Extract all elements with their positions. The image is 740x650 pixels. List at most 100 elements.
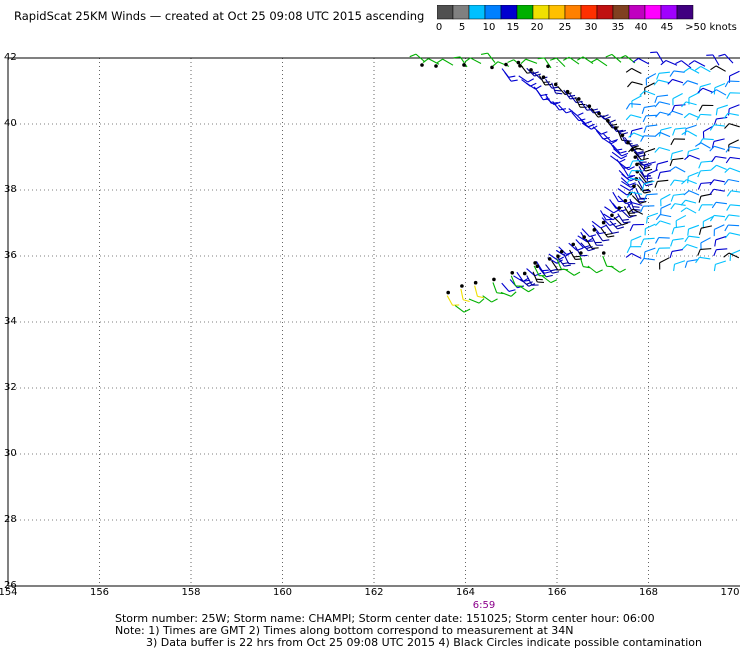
wind-barb-shaft (644, 105, 656, 108)
wind-barb-shaft (728, 224, 740, 227)
wind-barb-shaft (700, 142, 711, 149)
contamination-circle (559, 249, 564, 254)
wind-barb (643, 193, 658, 202)
contamination-circle (626, 140, 630, 145)
wind-barb-feather (557, 256, 565, 261)
wind-barb (592, 126, 608, 135)
wind-barb-feather (508, 289, 516, 292)
longitude-label: 166 (547, 587, 567, 598)
wind-barb (576, 56, 594, 65)
wind-barb-shaft (568, 242, 578, 251)
wind-barb-shaft (687, 80, 699, 85)
wind-barb-shaft (673, 225, 686, 229)
wind-barb-shaft (638, 169, 647, 180)
wind-barb-shaft (687, 259, 699, 262)
wind-barb-feather (706, 54, 714, 56)
wind-barb-feather (726, 190, 732, 197)
wind-barb-shaft (658, 71, 670, 74)
wind-barb-feather (628, 166, 635, 171)
colorbar-tick-label: 5 (458, 22, 466, 33)
wind-barb-shaft (665, 59, 678, 66)
contamination-circle (617, 206, 622, 210)
colorbar-tick-label: 15 (506, 22, 520, 33)
wind-barb-feather (617, 226, 625, 230)
wind-barb-feather (542, 269, 549, 272)
wind-barb-feather (715, 108, 718, 116)
wind-barb-feather (670, 153, 673, 161)
colorbar-swatch (676, 5, 694, 20)
wind-barb-feather (700, 242, 702, 250)
wind-barb (642, 114, 657, 123)
wind-barb-shaft (617, 188, 628, 196)
footer-storm-info: Storm number: 25W; Storm name: CHAMPI; S… (115, 612, 655, 625)
wind-barb (612, 144, 627, 154)
wind-barb-shaft (686, 207, 697, 214)
wind-barb-shaft (557, 256, 565, 267)
contamination-circle (547, 257, 552, 261)
wind-barb-shaft (569, 93, 577, 103)
wind-barb (590, 235, 604, 246)
wind-barb (595, 231, 610, 242)
wind-barb-shaft (694, 60, 706, 67)
wind-barb-feather (602, 239, 610, 242)
wind-barb-feather (623, 221, 631, 224)
wind-barb-feather (526, 281, 533, 285)
contamination-circle (601, 220, 606, 225)
wind-barb-feather (724, 123, 730, 129)
wind-barb-feather (724, 167, 731, 173)
wind-barb-feather (596, 244, 604, 246)
wind-barb-shaft (685, 199, 697, 204)
wind-barb-shaft (631, 81, 643, 86)
wind-barb (549, 57, 566, 68)
wind-barb (518, 285, 535, 293)
wind-barb (669, 70, 685, 77)
wind-barb-shaft (633, 132, 645, 138)
wind-barb (681, 244, 698, 250)
wind-barb-feather (550, 279, 558, 284)
wind-barb (510, 275, 523, 287)
wind-barb-shaft (536, 90, 544, 100)
wind-barb-shaft (487, 52, 496, 63)
colorbar-tick-label: >50 knots (685, 22, 737, 33)
wind-barb-shaft (714, 82, 726, 89)
time-label: 6:59 (472, 600, 496, 611)
wind-barb-feather (422, 58, 429, 64)
wind-barb-shaft (713, 124, 725, 127)
wind-barb-shaft (526, 268, 536, 277)
wind-barb-shaft (728, 139, 739, 146)
wind-barb-shaft (613, 148, 623, 157)
wind-barb (500, 291, 517, 297)
wind-barb-shaft (446, 295, 453, 306)
wind-barb-shaft (611, 54, 622, 63)
wind-barb-shaft (714, 224, 725, 230)
wind-barb-feather (698, 105, 703, 112)
wind-speed-colorbar (437, 5, 694, 20)
wind-barb (715, 104, 728, 116)
wind-barb-shaft (702, 87, 714, 93)
wind-barb-shaft (442, 58, 454, 66)
wind-barb-shaft (601, 137, 612, 145)
wind-barb-shaft (703, 125, 714, 133)
contamination-circle (460, 284, 464, 288)
wind-barb (587, 265, 603, 274)
wind-barb-shaft (700, 65, 711, 73)
wind-barb-feather (577, 112, 584, 117)
wind-barb (641, 105, 656, 115)
contamination-circle (576, 97, 581, 101)
wind-barb-shaft (621, 173, 631, 182)
wind-barb-feather (655, 237, 660, 244)
wind-barb-shaft (556, 57, 566, 68)
wind-barb (659, 257, 670, 270)
wind-barb-shaft (585, 104, 594, 114)
wind-barb (660, 59, 678, 66)
wind-barb-shaft (659, 220, 671, 225)
wind-barb-feather (642, 115, 647, 123)
wind-barb (683, 67, 700, 74)
longitude-label: 158 (181, 587, 201, 598)
wind-barb (655, 237, 670, 244)
latitude-label: 36 (4, 250, 17, 261)
wind-barb-shaft (646, 193, 658, 196)
wind-barb-feather (671, 227, 675, 235)
wind-barb-shaft (557, 86, 566, 95)
wind-barb (603, 133, 618, 143)
